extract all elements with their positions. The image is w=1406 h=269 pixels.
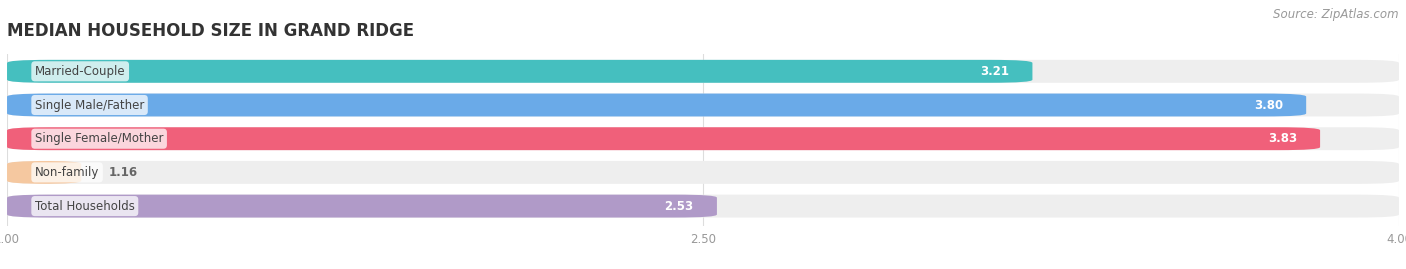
FancyBboxPatch shape [7, 127, 1320, 150]
Text: MEDIAN HOUSEHOLD SIZE IN GRAND RIDGE: MEDIAN HOUSEHOLD SIZE IN GRAND RIDGE [7, 22, 415, 40]
Text: 3.80: 3.80 [1254, 98, 1284, 112]
Text: 2.53: 2.53 [665, 200, 693, 213]
FancyBboxPatch shape [7, 60, 1032, 83]
Text: Single Male/Father: Single Male/Father [35, 98, 145, 112]
FancyBboxPatch shape [7, 60, 1399, 83]
Text: Non-family: Non-family [35, 166, 100, 179]
Text: 1.16: 1.16 [110, 166, 138, 179]
FancyBboxPatch shape [7, 195, 1399, 218]
Text: 3.21: 3.21 [980, 65, 1010, 78]
FancyBboxPatch shape [7, 195, 717, 218]
Text: Source: ZipAtlas.com: Source: ZipAtlas.com [1274, 8, 1399, 21]
Text: Single Female/Mother: Single Female/Mother [35, 132, 163, 145]
FancyBboxPatch shape [7, 161, 1399, 184]
FancyBboxPatch shape [7, 94, 1399, 116]
Text: 3.83: 3.83 [1268, 132, 1296, 145]
FancyBboxPatch shape [7, 161, 82, 184]
Text: Married-Couple: Married-Couple [35, 65, 125, 78]
FancyBboxPatch shape [7, 94, 1306, 116]
Text: Total Households: Total Households [35, 200, 135, 213]
FancyBboxPatch shape [7, 127, 1399, 150]
